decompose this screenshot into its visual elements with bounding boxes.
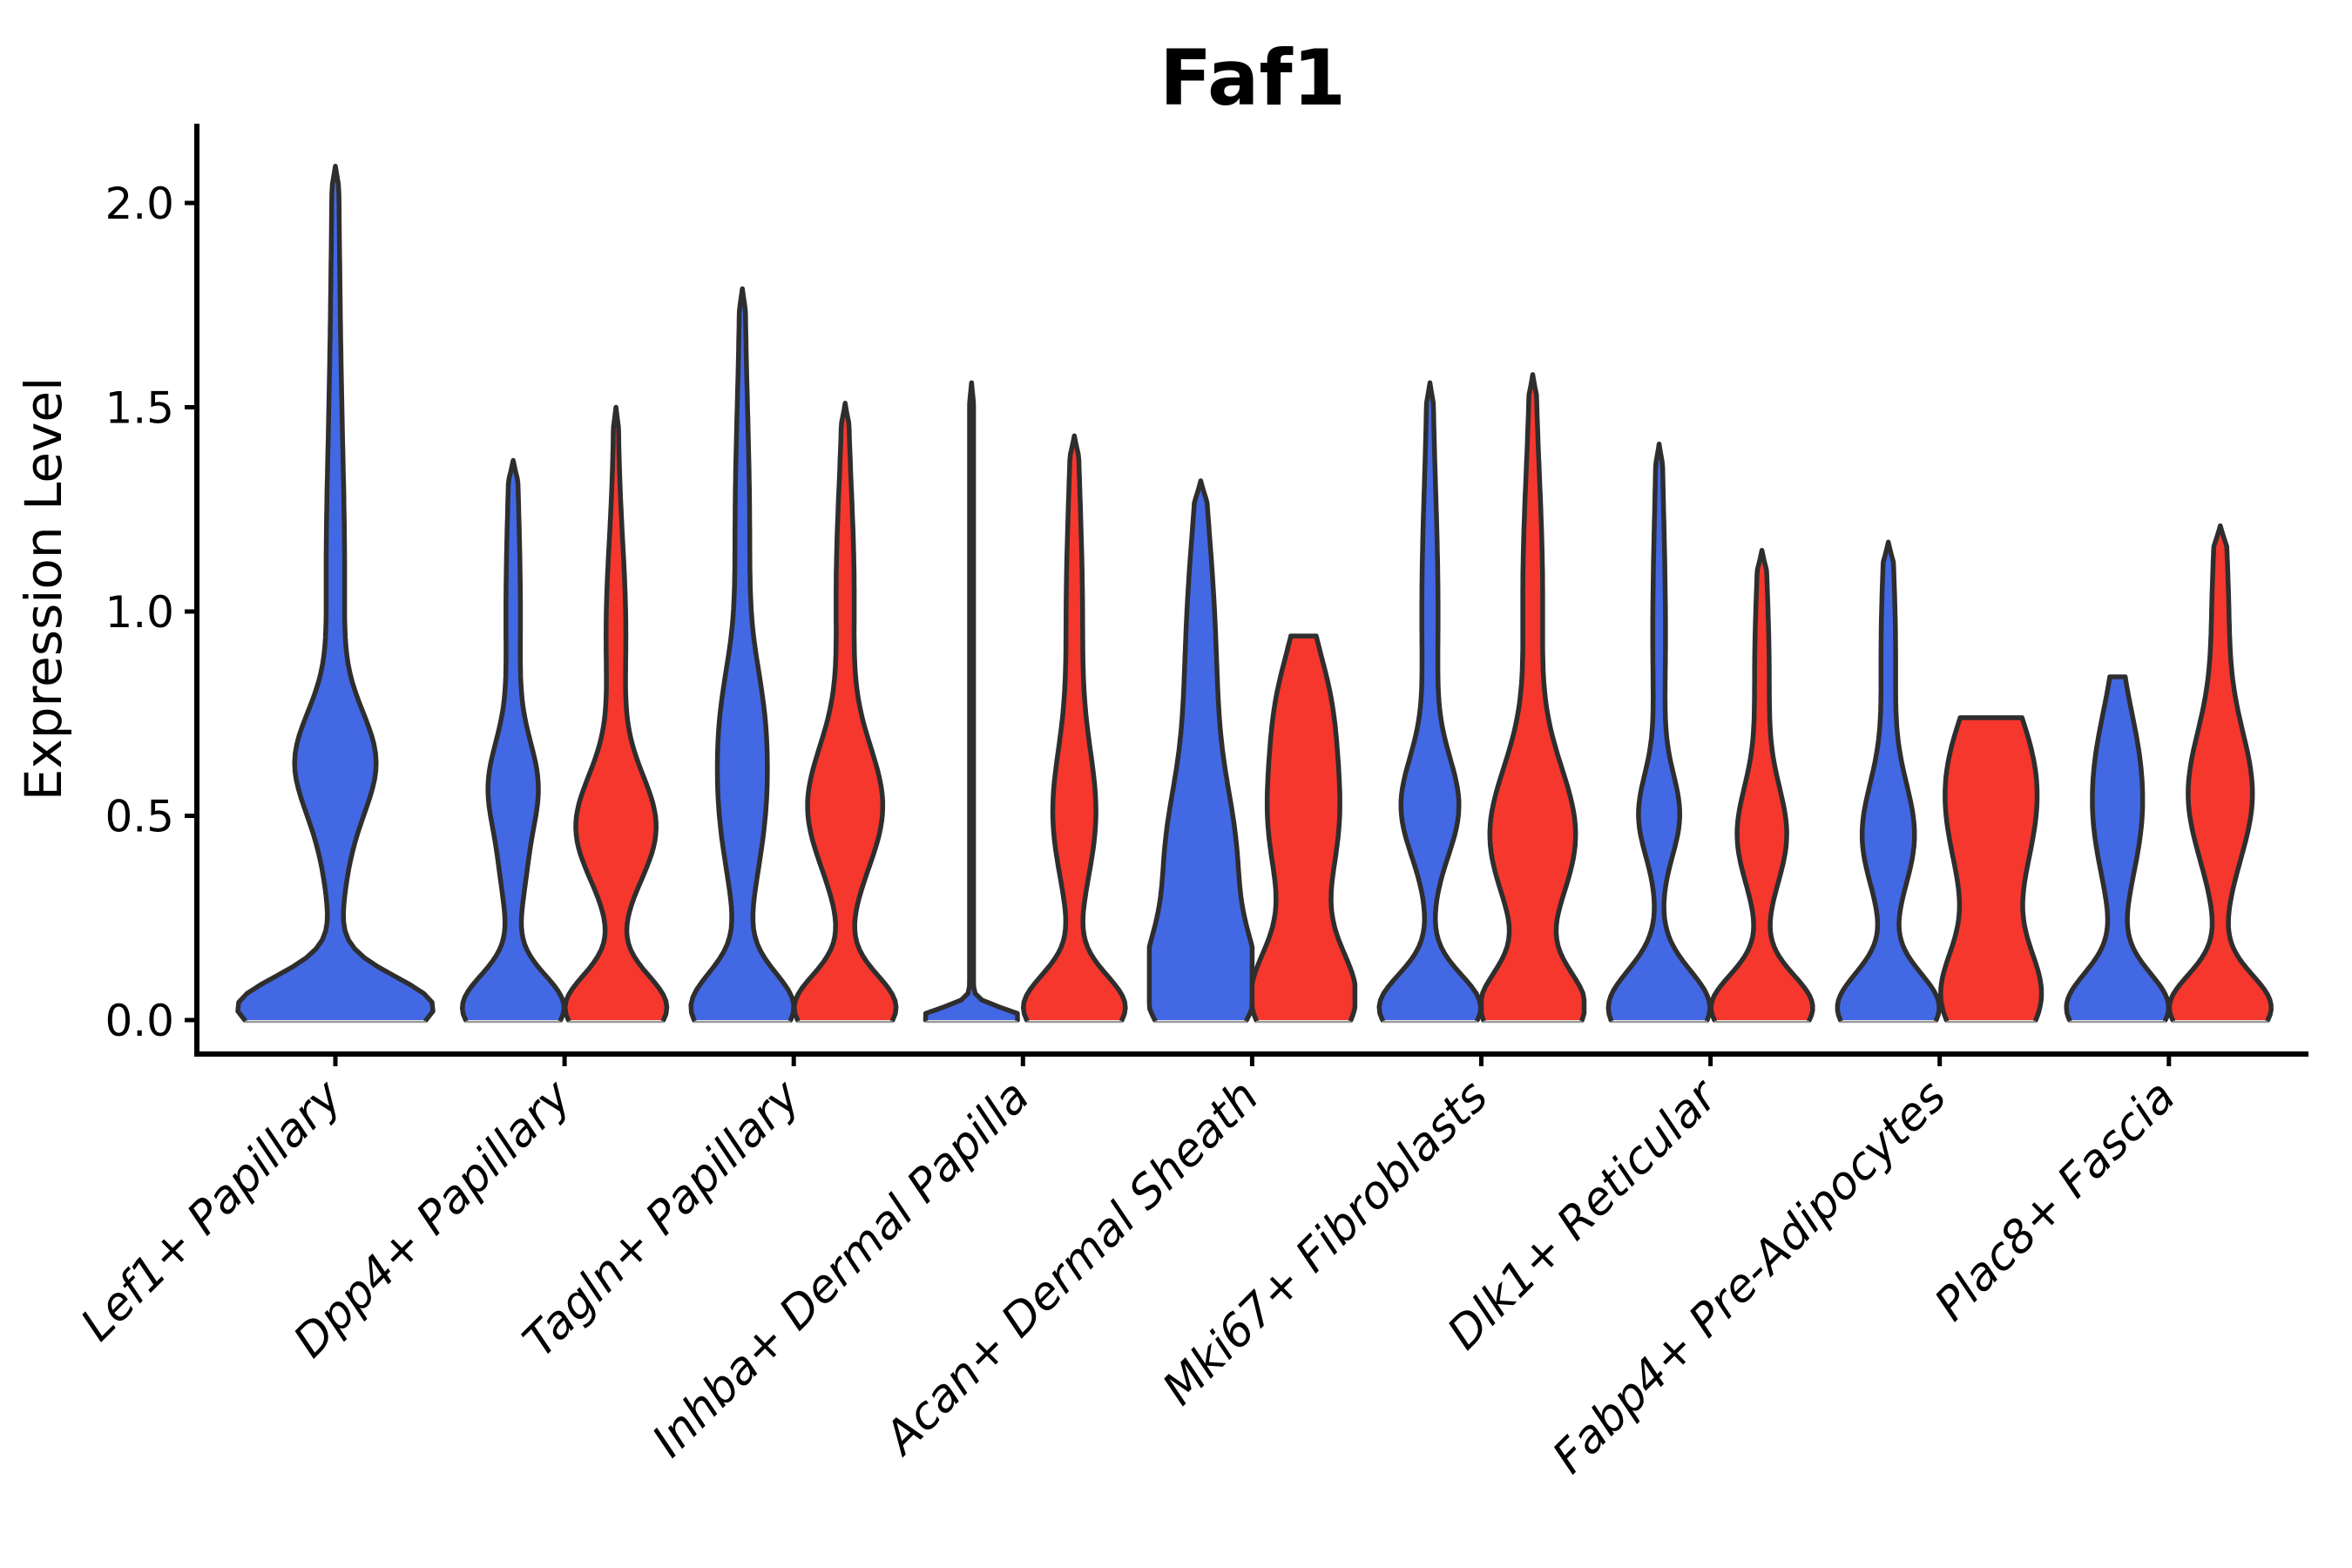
violin-outline-red-cat4 [1249,633,1358,1023]
violin-outline-red-cat8 [2166,523,2274,1023]
violin-red-cat6 [1711,550,1813,1020]
violin-outline-blue-cat0 [235,164,436,1023]
y-tick-label: 1.0 [105,587,174,638]
y-tick-label: 2.0 [105,179,174,229]
violin-red-cat7 [1940,717,2042,1020]
violin-outline-red-cat3 [1020,433,1128,1023]
chart-title: Faf1 [1159,33,1346,123]
violin-blue-cat8 [2066,677,2169,1020]
x-tick-label-7: Fabp4+ Pre-Adipocytes [1543,1071,1957,1484]
violin-blue-cat7 [1837,542,1939,1020]
violin-blue-cat2 [691,288,794,1020]
x-tick-label-4: Acan+ Dermal Sheath [874,1071,1269,1466]
violin-blue-cat1 [462,460,564,1020]
violin-blue-cat4 [1149,480,1253,1020]
violin-outline-red-cat7 [1938,715,2044,1023]
violin-outline-blue-cat5 [1376,380,1484,1023]
violin-outline-blue-cat2 [688,286,796,1023]
violin-red-cat8 [2169,525,2272,1020]
violin-outline-red-cat1 [562,404,670,1023]
violin-outline-red-cat2 [791,401,899,1023]
violin-outline-red-cat5 [1478,372,1587,1023]
violin-blue-cat5 [1379,382,1481,1020]
x-tick-label-8: Plac8+ Fascia [1925,1071,2186,1331]
violin-red-cat2 [794,402,896,1020]
y-tick-label: 0.0 [105,996,174,1046]
violin-outline-blue-cat4 [1146,478,1255,1023]
x-tick-label-3: Inhba+ Dermal Papilla [643,1071,1040,1468]
violin-outline-blue-cat8 [2064,674,2172,1023]
y-axis-label: Expression Level [14,377,73,801]
violin-red-cat3 [1023,436,1125,1020]
y-tick-label: 0.5 [105,792,174,842]
violin-outline-blue-cat7 [1835,539,1942,1023]
violin-outline-red-cat6 [1708,547,1815,1023]
violin-outline-blue-cat6 [1605,441,1713,1023]
violin-blue-cat6 [1608,443,1710,1020]
violin-red-cat4 [1252,636,1355,1020]
violin-outline-blue-cat3 [923,380,1020,1023]
violin-blue-cat0 [238,166,433,1021]
violin-red-cat5 [1481,375,1585,1020]
violin-outline-blue-cat1 [459,457,567,1023]
violins-layer [235,164,2274,1024]
violin-red-cat1 [564,407,667,1020]
y-tick-label: 1.5 [105,383,174,434]
